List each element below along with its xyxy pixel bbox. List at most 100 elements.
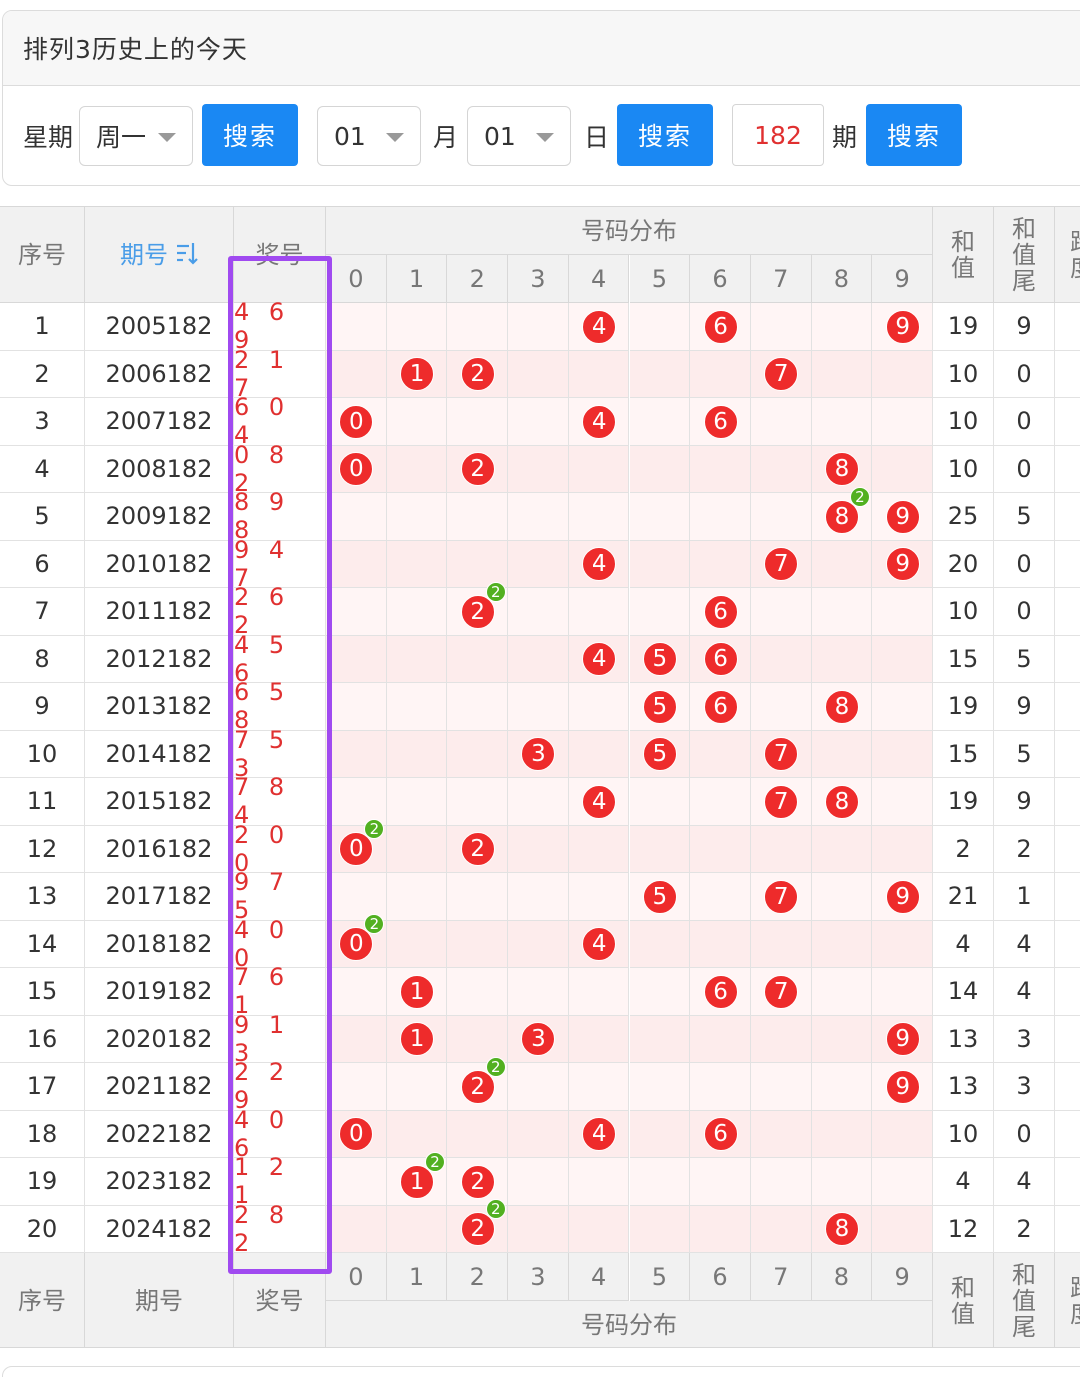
row-seq: 8 bbox=[0, 635, 85, 683]
row-span bbox=[1055, 1158, 1080, 1206]
row-span bbox=[1055, 1016, 1080, 1063]
row-prize: 8 9 8 bbox=[234, 488, 326, 544]
row-sum-tail: 3 bbox=[994, 1063, 1055, 1111]
distribution-cell bbox=[872, 635, 933, 683]
distribution-cell bbox=[508, 873, 569, 921]
number-ball: 7 bbox=[764, 974, 799, 1009]
distribution-cell bbox=[386, 445, 448, 493]
month-select[interactable]: 01 bbox=[317, 106, 421, 166]
distribution-cell bbox=[629, 540, 691, 588]
distribution-cell bbox=[629, 588, 691, 636]
row-span bbox=[1055, 921, 1080, 968]
row-seq: 7 bbox=[0, 588, 85, 636]
week-select[interactable]: 周一 bbox=[79, 106, 193, 166]
row-issue: 2015182 bbox=[85, 778, 234, 826]
panel-title: 排列3历史上的今天 bbox=[3, 11, 1080, 86]
distribution-cell bbox=[447, 730, 509, 778]
number-ball: 2 bbox=[460, 1069, 495, 1104]
row-prize: 4 5 6 bbox=[234, 631, 326, 687]
distribution-cell bbox=[811, 1015, 873, 1063]
distribution-cell bbox=[508, 540, 569, 588]
number-ball: 9 bbox=[885, 1022, 920, 1057]
distribution-cell bbox=[568, 445, 630, 493]
header-digit-6: 6 bbox=[690, 255, 751, 303]
row-prize: 2 2 9 bbox=[234, 1058, 326, 1114]
search-by-date-button[interactable]: 搜索 bbox=[617, 104, 713, 166]
search-panel: 排列3历史上的今天 星期 周一 搜索 01 月 01 日 搜索 182 期 搜索 bbox=[2, 10, 1080, 186]
repeat-badge: 2 bbox=[364, 819, 385, 840]
distribution-cell bbox=[447, 635, 509, 683]
header-issue-label: 期号 bbox=[120, 240, 168, 269]
row-sum-tail: 0 bbox=[994, 1110, 1055, 1158]
sort-icon[interactable] bbox=[176, 241, 198, 269]
row-sum: 19 bbox=[933, 303, 994, 351]
row-sum: 25 bbox=[933, 493, 994, 541]
row-prize: 4 0 6 bbox=[234, 1106, 326, 1162]
row-sum-tail: 2 bbox=[994, 825, 1055, 873]
distribution-cell bbox=[568, 1015, 630, 1063]
number-ball: 2 bbox=[460, 357, 495, 392]
distribution-cell bbox=[508, 350, 569, 398]
footer-digit-8: 8 bbox=[811, 1253, 873, 1301]
number-ball: 9 bbox=[885, 309, 920, 344]
row-sum-tail: 4 bbox=[994, 968, 1055, 1016]
number-ball: 5 bbox=[642, 689, 677, 724]
row-issue: 2014182 bbox=[85, 730, 234, 778]
distribution-cell bbox=[508, 1158, 569, 1206]
issue-input[interactable]: 182 bbox=[732, 104, 824, 166]
distribution-cell bbox=[326, 540, 387, 588]
footer-digit-3: 3 bbox=[508, 1253, 569, 1301]
distribution-cell bbox=[872, 445, 933, 493]
distribution-cell bbox=[629, 1158, 691, 1206]
distribution-cell bbox=[750, 635, 812, 683]
row-sum-tail: 3 bbox=[994, 1015, 1055, 1063]
chevron-down-icon bbox=[386, 133, 404, 142]
row-sum: 13 bbox=[933, 1015, 994, 1063]
distribution-cell bbox=[629, 1063, 691, 1111]
row-sum: 20 bbox=[933, 540, 994, 588]
search-by-week-button[interactable]: 搜索 bbox=[202, 104, 298, 166]
distribution-cell bbox=[386, 1110, 448, 1158]
row-prize: 4 0 0 bbox=[234, 916, 326, 972]
search-by-issue-button[interactable]: 搜索 bbox=[866, 104, 962, 166]
distribution-cell bbox=[690, 1015, 751, 1063]
row-prize: 6 5 8 bbox=[234, 678, 326, 734]
row-sum-tail: 9 bbox=[994, 683, 1055, 731]
number-ball: 2 bbox=[460, 832, 495, 867]
footer-issue: 期号 bbox=[85, 1253, 234, 1347]
distribution-cell bbox=[568, 1205, 630, 1253]
number-ball: 9 bbox=[885, 879, 920, 914]
row-sum-tail: 0 bbox=[994, 398, 1055, 446]
distribution-cell bbox=[811, 920, 873, 968]
distribution-cell bbox=[629, 350, 691, 398]
header-span: 跨度 bbox=[1055, 207, 1080, 303]
distribution-cell bbox=[811, 873, 873, 921]
row-span bbox=[1055, 968, 1080, 1016]
chevron-down-icon bbox=[536, 133, 554, 142]
day-select[interactable]: 01 bbox=[467, 106, 571, 166]
distribution-cell bbox=[508, 778, 569, 826]
row-span bbox=[1055, 303, 1080, 351]
header-issue[interactable]: 期号 bbox=[85, 207, 234, 303]
distribution-cell bbox=[872, 825, 933, 873]
distribution-cell bbox=[811, 303, 873, 351]
number-ball: 2 bbox=[460, 1212, 495, 1247]
distribution-cell bbox=[690, 445, 751, 493]
distribution-cell bbox=[811, 350, 873, 398]
week-select-value: 周一 bbox=[96, 123, 147, 152]
distribution-cell bbox=[326, 730, 387, 778]
row-seq: 3 bbox=[0, 398, 85, 446]
header-digit-8: 8 bbox=[811, 255, 873, 303]
row-issue: 2011182 bbox=[85, 588, 234, 636]
distribution-cell bbox=[326, 493, 387, 541]
repeat-badge: 2 bbox=[485, 1056, 506, 1077]
distribution-cell bbox=[326, 1063, 387, 1111]
distribution-cell bbox=[447, 683, 509, 731]
distribution-cell bbox=[872, 778, 933, 826]
distribution-cell bbox=[750, 825, 812, 873]
row-sum-tail: 4 bbox=[994, 920, 1055, 968]
distribution-cell bbox=[750, 1110, 812, 1158]
distribution-cell bbox=[750, 1205, 812, 1253]
row-seq: 20 bbox=[0, 1205, 85, 1253]
row-sum: 19 bbox=[933, 778, 994, 826]
